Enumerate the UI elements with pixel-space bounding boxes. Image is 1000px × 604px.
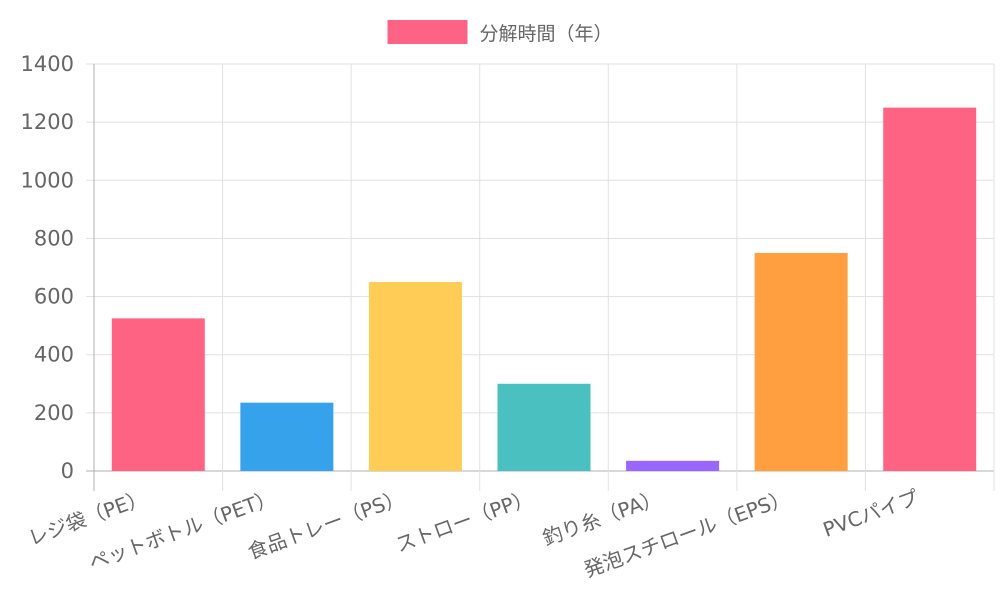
x-tick-label: PVCパイプ: [820, 485, 922, 542]
y-tick-label: 200: [34, 401, 74, 425]
bar-layer: [111, 107, 977, 471]
legend-label[interactable]: 分解時間（年）: [479, 23, 612, 45]
bar[interactable]: [754, 252, 848, 471]
x-tick-label: ストロー（PP）: [392, 485, 536, 557]
legend-swatch[interactable]: [387, 20, 468, 44]
y-tick-label: 1000: [21, 168, 74, 192]
y-tick-label: 400: [34, 343, 74, 367]
y-tick-label: 600: [34, 285, 74, 309]
bar[interactable]: [883, 107, 977, 471]
y-tick-label: 800: [34, 226, 74, 250]
bar[interactable]: [368, 282, 462, 471]
grid-layer: [86, 63, 995, 491]
bar[interactable]: [240, 402, 334, 471]
y-tick-label: 1200: [21, 110, 74, 134]
bar[interactable]: [626, 460, 720, 471]
bar[interactable]: [111, 318, 205, 471]
legend[interactable]: 分解時間（年）: [387, 20, 613, 45]
y-tick-label: 0: [61, 459, 74, 483]
y-tick-label: 1400: [21, 52, 74, 76]
bar[interactable]: [497, 383, 591, 471]
x-tick-label: 発泡スチロール（EPS）: [581, 485, 794, 582]
